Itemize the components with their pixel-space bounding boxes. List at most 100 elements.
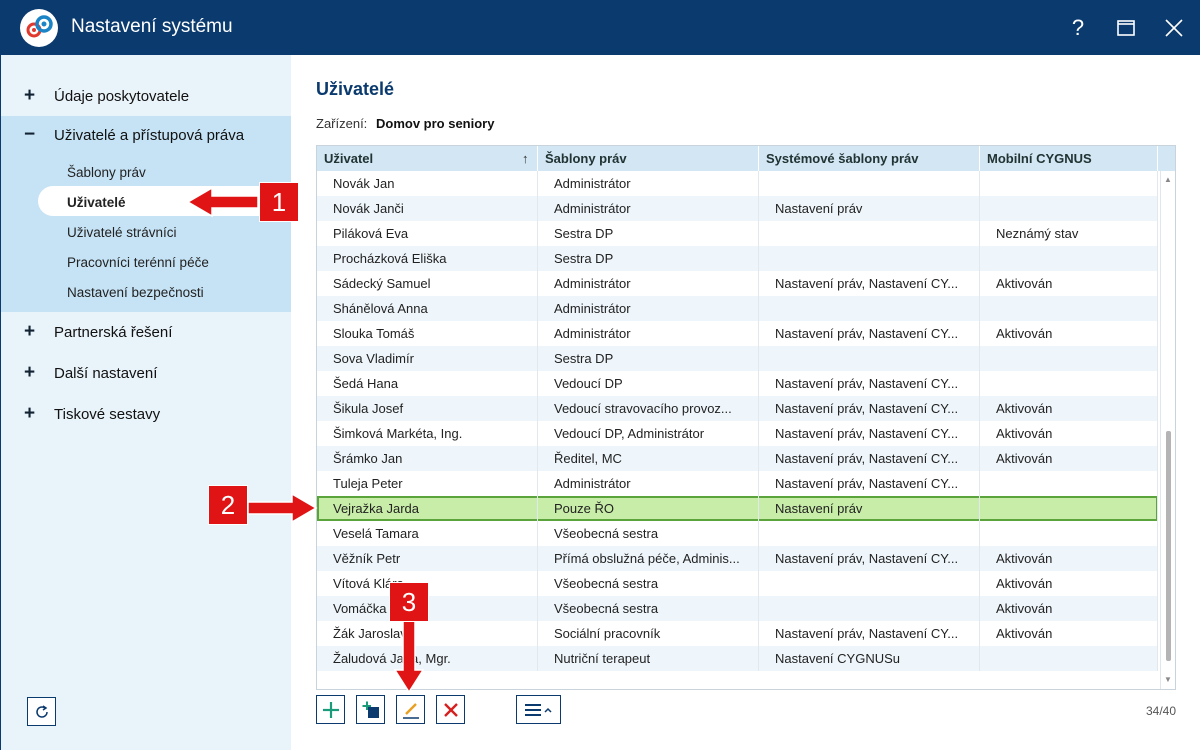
table-row[interactable]: Shánělová Anna Administrátor <box>317 296 1158 321</box>
table-cell: Vedoucí DP <box>538 371 759 396</box>
table-row[interactable]: Šikula Josef Vedoucí stravovacího provoz.… <box>317 396 1158 421</box>
column-header-user[interactable]: Uživatel <box>317 146 538 171</box>
help-button[interactable]: ? <box>1071 15 1085 40</box>
sidebar-subitem-security[interactable]: Nastavení bezpečnosti <box>67 285 204 300</box>
table-row[interactable]: Šrámko Jan Ředitel, MC Nastavení práv, Nas… <box>317 446 1158 471</box>
table-cell: Nastavení práv, Nastavení CY... <box>759 621 980 646</box>
column-header-system-templates[interactable]: Systémové šablony práv <box>759 146 980 171</box>
table-row[interactable]: Vomáčka Všeobecná sestra Aktivován <box>317 596 1158 621</box>
table-cell <box>980 171 1158 196</box>
sort-ascending-icon[interactable]: ↑ <box>522 151 529 166</box>
table-row[interactable]: Piláková Eva Sestra DP Neznámý stav <box>317 221 1158 246</box>
collapse-icon: − <box>24 124 36 145</box>
table-cell <box>980 496 1158 521</box>
scroll-thumb[interactable] <box>1166 431 1171 661</box>
table-row[interactable]: Tuleja Peter Administrátor Nastavení práv,… <box>317 471 1158 496</box>
table-cell: Shánělová Anna <box>317 296 538 321</box>
table-cell <box>759 596 980 621</box>
refresh-button[interactable] <box>27 697 56 726</box>
table-row[interactable]: Šimková Markéta, Ing. Vedoucí DP, Adminis… <box>317 421 1158 446</box>
table-cell <box>759 171 980 196</box>
sidebar-item-users-access[interactable]: − Uživatelé a přístupová práva <box>1 116 292 154</box>
copy-add-button[interactable] <box>356 695 385 724</box>
callout-badge-3: 3 <box>389 582 429 622</box>
sidebar-item-partner-solutions[interactable]: + Partnerská řešení <box>1 313 292 351</box>
maximize-button[interactable] <box>1108 10 1144 46</box>
table-row[interactable]: Veselá Tamara Všeobecná sestra <box>317 521 1158 546</box>
table-row[interactable]: Slouka Tomáš Administrátor Nastavení práv,… <box>317 321 1158 346</box>
sidebar-item-label: Údaje poskytovatele <box>54 87 190 105</box>
scroll-down-icon[interactable]: ▼ <box>1164 675 1172 684</box>
table-row[interactable]: Sova Vladimír Sestra DP <box>317 346 1158 371</box>
table-cell <box>759 221 980 246</box>
scroll-up-icon[interactable]: ▲ <box>1164 175 1172 184</box>
table-cell: Vedoucí stravovacího provoz... <box>538 396 759 421</box>
menu-icon <box>524 703 552 716</box>
main-panel: Uživatelé Zařízení: Domov pro seniory Už… <box>291 55 1200 750</box>
sidebar-group-users-access: − Uživatelé a přístupová práva Šablony p… <box>1 116 292 312</box>
window-title: Nastavení systému <box>71 16 233 37</box>
table-cell: Slouka Tomáš <box>317 321 538 346</box>
callout-arrow-3 <box>393 619 425 694</box>
sidebar-subitem-rights-templates[interactable]: Šablony práv <box>67 165 146 180</box>
table-row-selected[interactable]: Vejražka Jarda Pouze ŘO Nastavení práv <box>317 496 1158 521</box>
table-cell: Nastavení práv <box>759 496 980 521</box>
table-row[interactable]: Žák Jaroslav Sociální pracovník Nastavení … <box>317 621 1158 646</box>
plus-icon <box>322 701 339 718</box>
table-row[interactable]: Procházková Eliška Sestra DP <box>317 246 1158 271</box>
sidebar-subitem-users[interactable]: Uživatelé <box>67 195 126 210</box>
table-cell: Pouze ŘO <box>538 496 759 521</box>
table-row[interactable]: Žaludová Jana, Mgr. Nutriční terapeut Nast… <box>317 646 1158 671</box>
table-cell: Administrátor <box>538 171 759 196</box>
add-button[interactable] <box>316 695 345 724</box>
edit-button[interactable] <box>396 695 425 724</box>
table-cell: Nastavení CYGNUSu <box>759 646 980 671</box>
table-row[interactable]: Novák Jan Administrátor <box>317 171 1158 196</box>
table-cell <box>759 246 980 271</box>
sidebar-item-print-reports[interactable]: + Tiskové sestavy <box>1 395 292 433</box>
record-counter: 34/40 <box>1145 704 1176 718</box>
table-cell: Šedá Hana <box>317 371 538 396</box>
sidebar: + Údaje poskytovatele − Uživatelé a přís… <box>0 55 292 750</box>
table-cell: Nastavení práv, Nastavení CY... <box>759 546 980 571</box>
vertical-scrollbar[interactable]: ▲ ▼ <box>1160 171 1175 689</box>
table-cell: Administrátor <box>538 271 759 296</box>
sidebar-subitem-diners[interactable]: Uživatelé strávníci <box>67 225 177 240</box>
sidebar-item-other-settings[interactable]: + Další nastavení <box>1 354 292 392</box>
table-cell: Věžník Petr <box>317 546 538 571</box>
table-cell: Nastavení práv, Nastavení CY... <box>759 421 980 446</box>
table-cell: Aktivován <box>980 621 1158 646</box>
table-row[interactable]: Šedá Hana Vedoucí DP Nastavení práv, Nasta… <box>317 371 1158 396</box>
column-header-templates[interactable]: Šablony práv <box>538 146 759 171</box>
table-cell <box>980 371 1158 396</box>
column-header-mobile-cygnus[interactable]: Mobilní CYGNUS <box>980 146 1158 171</box>
copy-plus-icon <box>362 701 379 718</box>
menu-button[interactable] <box>516 695 561 724</box>
sidebar-item-provider-data[interactable]: + Údaje poskytovatele <box>1 77 292 115</box>
sidebar-subitem-field-workers[interactable]: Pracovníci terénní péče <box>67 255 209 270</box>
sidebar-item-label: Další nastavení <box>54 364 158 382</box>
title-bar: Nastavení systému ? <box>0 0 1200 55</box>
close-button[interactable] <box>1156 10 1192 46</box>
table-cell: Procházková Eliška <box>317 246 538 271</box>
table-cell: Vítová Klára <box>317 571 538 596</box>
table-row[interactable]: Sádecký Samuel Administrátor Nastavení prá… <box>317 271 1158 296</box>
table-row[interactable]: Věžník Petr Přímá obslužná péče, Adminis.… <box>317 546 1158 571</box>
delete-button[interactable] <box>436 695 465 724</box>
callout-arrow-2 <box>247 492 318 524</box>
table-cell: Šrámko Jan <box>317 446 538 471</box>
table-cell: Vedoucí DP, Administrátor <box>538 421 759 446</box>
callout-badge-1: 1 <box>259 182 299 222</box>
app-logo-icon <box>20 9 58 47</box>
callout-arrow-1 <box>186 186 259 218</box>
expand-icon: + <box>24 321 36 342</box>
table-cell: Administrátor <box>538 296 759 321</box>
table-cell: Aktivován <box>980 596 1158 621</box>
table-cell: Administrátor <box>538 471 759 496</box>
table-row[interactable]: Novák Janči Administrátor Nastavení práv <box>317 196 1158 221</box>
table-row[interactable]: Vítová Klára Všeobecná sestra Aktivován <box>317 571 1158 596</box>
table-cell: Aktivován <box>980 421 1158 446</box>
facility-value: Domov pro seniory <box>376 116 495 131</box>
table-cell <box>980 471 1158 496</box>
